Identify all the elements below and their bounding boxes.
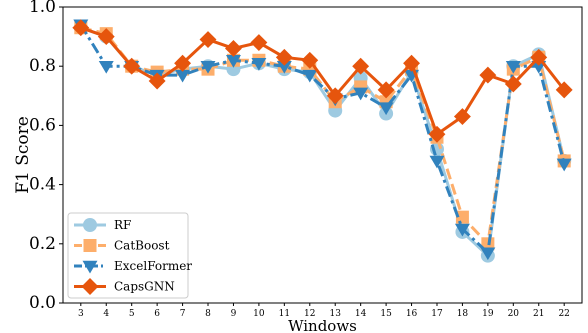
x-tick-label: 10 (253, 309, 265, 319)
y-tick-label: 0.6 (29, 115, 56, 135)
x-tick-label: 21 (533, 309, 544, 319)
data-point-excelformer (556, 158, 572, 172)
x-tick-label: 16 (406, 309, 418, 319)
data-point-capsgnn (275, 48, 293, 66)
data-point-catboost (455, 210, 469, 224)
data-point-excelformer (225, 55, 241, 68)
data-point-excelformer (200, 60, 216, 74)
data-point-excelformer (505, 60, 521, 74)
data-point-capsgnn (479, 66, 497, 84)
x-tick-label: 5 (129, 309, 135, 319)
data-point-capsgnn (225, 39, 242, 57)
x-tick-label: 17 (431, 309, 443, 319)
data-point-excelformer (429, 155, 445, 169)
data-point-capsgnn (72, 19, 90, 37)
data-point-capsgnn (250, 34, 268, 51)
y-tick-label: 0.4 (29, 175, 56, 195)
x-tick-label: 4 (103, 309, 109, 319)
data-point-capsgnn (428, 125, 446, 143)
series-excelformer (73, 19, 572, 261)
data-point-capsgnn (174, 54, 192, 72)
x-tick-label: 14 (355, 309, 367, 319)
legend-label-catboost: CatBoost (114, 239, 170, 253)
x-tick-label: 9 (231, 309, 237, 319)
legend-marker-excelformer (82, 260, 98, 274)
data-point-capsgnn (377, 81, 395, 99)
legend-marker-catboost (83, 239, 97, 252)
data-point-capsgnn (555, 81, 573, 99)
data-point-excelformer (302, 69, 318, 83)
y-tick-label: 0.2 (29, 234, 56, 254)
data-point-excelformer (175, 69, 191, 83)
x-tick-label: 3 (78, 309, 84, 319)
x-tick-label: 7 (180, 309, 186, 319)
data-point-capsgnn (123, 57, 141, 75)
data-point-capsgnn (403, 54, 420, 72)
x-axis-title: Windows (288, 317, 357, 333)
series-capsgnn (72, 19, 573, 143)
x-tick-label: 18 (457, 309, 469, 319)
axes-layer: 0.0 0.2 0.4 0.6 0.8 1.0 3 4 5 6 7 8 9 10 11 12 13 14 15 16 1… (29, 0, 570, 319)
legend-marker-rf (83, 218, 97, 232)
data-point-capsgnn (326, 87, 344, 105)
y-tick-label: 0.8 (29, 56, 56, 76)
x-tick-label: 15 (380, 309, 392, 319)
legend-label-excelformer: ExcelFormer (114, 259, 192, 273)
data-point-capsgnn (199, 31, 217, 49)
x-tick-label: 8 (205, 309, 211, 319)
legend-label-capsgnn: CapsGNN (114, 280, 175, 294)
y-tick-label: 1.0 (29, 0, 56, 17)
data-point-excelformer (353, 87, 369, 101)
x-tick-label: 13 (329, 309, 341, 319)
x-tick-label: 19 (482, 309, 494, 319)
legend-marker-capsgnn (81, 278, 99, 295)
legend: RF CatBoost ExcelFormer CapsGNN (67, 212, 192, 299)
data-point-capsgnn (148, 72, 166, 90)
plot-frame (62, 6, 583, 304)
x-tick-label: 20 (508, 309, 520, 319)
data-point-excelformer (480, 247, 496, 261)
y-axis-title: F1 Score (13, 116, 33, 194)
data-point-excelformer (98, 60, 114, 74)
legend-box (67, 212, 189, 299)
x-tick-label: 6 (154, 309, 160, 319)
legend-label-rf: RF (114, 218, 131, 232)
x-tick-label: 12 (304, 309, 315, 319)
data-point-excelformer (251, 58, 267, 71)
data-point-capsgnn (97, 28, 115, 46)
data-point-capsgnn (453, 108, 471, 125)
data-point-capsgnn (301, 51, 319, 69)
data-point-capsgnn (530, 48, 548, 66)
series-layer (72, 19, 573, 263)
y-tick-label: 0.0 (29, 293, 56, 313)
data-point-excelformer (276, 60, 292, 74)
data-point-capsgnn (352, 57, 370, 75)
data-point-capsgnn (504, 75, 522, 93)
x-tick-label: 11 (279, 309, 290, 319)
series-line-catboost (80, 26, 566, 246)
data-point-excelformer (378, 102, 394, 116)
data-point-excelformer (454, 223, 470, 237)
x-tick-label: 22 (558, 309, 569, 319)
